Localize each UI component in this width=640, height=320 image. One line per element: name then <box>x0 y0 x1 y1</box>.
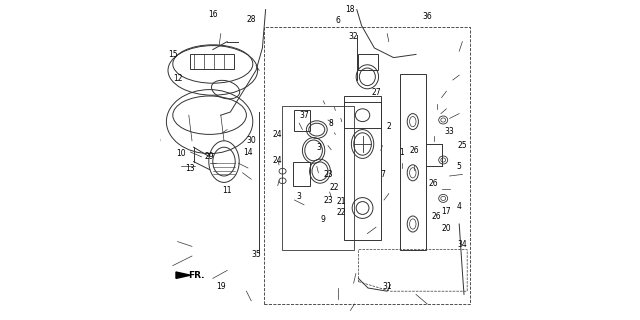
Bar <box>191 54 234 69</box>
Text: 26: 26 <box>432 212 442 220</box>
Text: 2: 2 <box>387 122 391 131</box>
Text: 28: 28 <box>246 15 256 24</box>
Text: 15: 15 <box>168 50 178 59</box>
Bar <box>358 54 378 70</box>
Bar <box>344 96 381 240</box>
Text: 23: 23 <box>323 196 333 204</box>
Polygon shape <box>176 272 191 278</box>
Text: 7: 7 <box>380 170 385 179</box>
Text: 33: 33 <box>445 127 454 136</box>
Text: 26: 26 <box>410 146 419 155</box>
Text: 24: 24 <box>273 156 283 164</box>
Text: 25: 25 <box>458 141 467 150</box>
Text: 5: 5 <box>457 162 461 171</box>
Text: 6: 6 <box>335 16 340 25</box>
Text: 3: 3 <box>297 192 301 201</box>
Text: 30: 30 <box>246 136 256 145</box>
Text: 36: 36 <box>422 12 432 20</box>
Text: 3: 3 <box>316 143 321 152</box>
Bar <box>400 74 426 250</box>
Text: 23: 23 <box>323 170 333 179</box>
Text: 8: 8 <box>329 119 333 128</box>
Bar <box>292 162 310 186</box>
Text: 11: 11 <box>223 186 232 195</box>
Text: 29: 29 <box>205 152 214 161</box>
Text: 31: 31 <box>382 282 392 291</box>
Text: 12: 12 <box>173 74 182 83</box>
Text: 18: 18 <box>346 5 355 14</box>
Bar <box>294 110 310 131</box>
Text: 22: 22 <box>336 208 346 217</box>
Text: 35: 35 <box>251 250 261 259</box>
Text: 13: 13 <box>186 164 195 172</box>
Bar <box>344 102 381 128</box>
Text: 26: 26 <box>429 180 438 188</box>
Text: 16: 16 <box>208 10 218 19</box>
Text: 1: 1 <box>399 148 404 156</box>
Text: 37: 37 <box>299 111 309 120</box>
Text: 14: 14 <box>243 148 253 156</box>
Text: 9: 9 <box>321 215 326 224</box>
Text: 22: 22 <box>330 183 339 192</box>
Text: 20: 20 <box>442 224 451 233</box>
Text: 17: 17 <box>442 207 451 216</box>
Text: 27: 27 <box>371 88 381 97</box>
Text: 4: 4 <box>457 202 461 211</box>
Text: 24: 24 <box>273 130 283 139</box>
Bar <box>264 27 470 304</box>
Text: 32: 32 <box>349 32 358 41</box>
Text: 34: 34 <box>458 240 467 249</box>
Bar <box>282 106 354 250</box>
Text: 19: 19 <box>216 282 226 291</box>
Text: 10: 10 <box>176 149 186 158</box>
Text: 21: 21 <box>336 197 346 206</box>
Text: FR.: FR. <box>189 271 205 280</box>
